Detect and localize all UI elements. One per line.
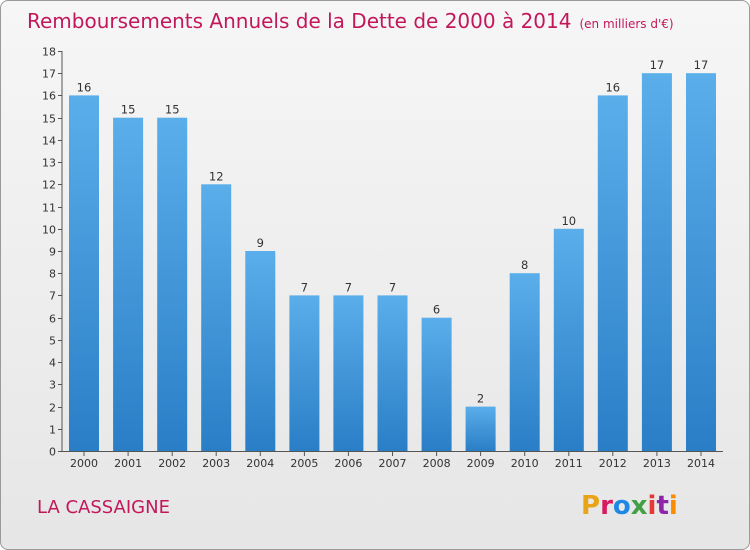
x-tick-label: 2006 (334, 457, 362, 470)
value-label: 16 (605, 80, 620, 94)
y-tick-label: 2 (49, 402, 56, 415)
chart-title-text: Remboursements Annuels de la Dette de 20… (27, 9, 572, 33)
logo-letter: i (647, 491, 657, 521)
bar-2010 (509, 273, 540, 451)
value-label: 17 (694, 58, 709, 72)
bar-2007 (377, 295, 408, 451)
value-label: 2 (477, 392, 484, 406)
y-tick-label: 3 (49, 379, 56, 392)
value-label: 7 (389, 280, 396, 294)
x-tick-label: 2010 (511, 457, 539, 470)
value-label: 6 (433, 303, 440, 317)
x-tick-label: 2013 (643, 457, 671, 470)
x-tick-label: 2001 (114, 457, 142, 470)
x-tick-label: 2002 (158, 457, 186, 470)
bar-2003 (201, 184, 232, 452)
bar-2005 (289, 295, 320, 451)
bar-2012 (597, 95, 628, 452)
y-tick-label: 15 (42, 113, 56, 126)
bar-2008 (421, 317, 452, 451)
x-tick-label: 2009 (467, 457, 495, 470)
logo-letter: t (656, 491, 669, 521)
value-label: 8 (521, 258, 528, 272)
logo-letter: i (668, 491, 678, 521)
chart-title: Remboursements Annuels de la Dette de 20… (27, 9, 674, 33)
y-tick-label: 18 (42, 46, 56, 59)
x-tick-label: 2012 (599, 457, 627, 470)
bar-2002 (157, 117, 188, 451)
bar-2004 (245, 251, 276, 451)
y-tick-label: 6 (49, 313, 56, 326)
x-tick-label: 2008 (423, 457, 451, 470)
bar-2006 (333, 295, 364, 451)
bar-2001 (113, 117, 144, 451)
value-label: 7 (345, 280, 352, 294)
logo-letter: o (612, 491, 631, 521)
y-tick-label: 4 (49, 357, 56, 370)
bar-2014 (686, 73, 716, 451)
logo-letter: r (600, 491, 613, 521)
y-tick-label: 10 (42, 224, 56, 237)
value-label: 10 (561, 214, 576, 228)
y-tick-label: 17 (42, 68, 56, 81)
y-tick-label: 9 (49, 246, 56, 259)
proxiti-logo: Proxiti (581, 491, 678, 521)
logo-letter: P (581, 491, 601, 521)
value-label: 16 (77, 80, 92, 94)
y-tick-label: 11 (42, 202, 56, 215)
x-tick-label: 2004 (246, 457, 274, 470)
logo-letter: x (630, 491, 648, 521)
y-tick-label: 0 (49, 446, 56, 459)
value-label: 12 (209, 169, 224, 183)
y-tick-label: 13 (42, 157, 56, 170)
value-label: 15 (121, 103, 136, 117)
chart-labels: 2000 16 2001 15 2002 15 2003 12 2004 9 2005 7 2006 7 2… (70, 58, 715, 470)
value-label: 7 (301, 280, 308, 294)
value-label: 15 (165, 103, 180, 117)
y-tick-label: 5 (49, 335, 56, 348)
y-tick-label: 16 (42, 90, 56, 103)
x-tick-label: 2000 (70, 457, 98, 470)
x-tick-label: 2003 (202, 457, 230, 470)
x-tick-label: 2005 (290, 457, 318, 470)
x-tick-label: 2007 (379, 457, 407, 470)
x-tick-label: 2011 (555, 457, 583, 470)
bar-2000 (69, 95, 99, 452)
chart-bars (69, 73, 716, 452)
bar-2009 (465, 406, 496, 451)
bar-2013 (641, 73, 672, 451)
chart-unit: (en milliers d'€) (579, 17, 674, 31)
value-label: 9 (257, 236, 264, 250)
y-tick-label: 8 (49, 268, 56, 281)
y-tick-label: 12 (42, 179, 56, 192)
y-tick-label: 14 (42, 135, 56, 148)
y-tick-label: 7 (49, 290, 56, 303)
bar-2011 (553, 228, 584, 451)
y-tick-label: 1 (49, 424, 56, 437)
value-label: 17 (650, 58, 665, 72)
place-name: LA CASSAIGNE (37, 497, 170, 518)
x-tick-label: 2014 (687, 457, 715, 470)
